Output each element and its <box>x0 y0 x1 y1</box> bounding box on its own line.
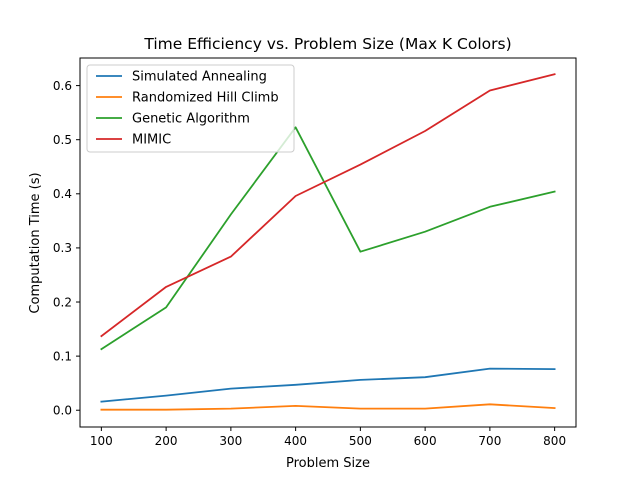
series-line-1 <box>100 403 556 411</box>
legend: Simulated Annealing Randomized Hill Climb… <box>86 64 295 153</box>
x-tick-label: 800 <box>543 434 566 448</box>
plot-area <box>100 73 556 411</box>
series-line-3 <box>100 73 556 338</box>
y-tick-label: 0.4 <box>53 187 72 201</box>
legend-label-0: Simulated Annealing <box>132 70 267 85</box>
y-axis-label: Computation Time (s) <box>28 172 43 313</box>
x-tick-label: 500 <box>349 434 372 448</box>
x-tick-label: 700 <box>478 434 501 448</box>
legend-label-2: Genetic Algorithm <box>132 112 250 127</box>
series-line-0 <box>100 367 556 403</box>
y-tick-label: 0.5 <box>53 133 72 147</box>
x-tick-label: 100 <box>90 434 113 448</box>
legend-label-1: Randomized Hill Climb <box>132 91 279 106</box>
x-axis-label: Problem Size <box>286 456 370 471</box>
series-line-2 <box>100 126 556 351</box>
x-tick-label: 300 <box>219 434 242 448</box>
x-tick-label: 600 <box>414 434 437 448</box>
legend-label-3: MIMIC <box>132 133 171 148</box>
legend-box <box>86 64 295 153</box>
axes-frame <box>79 57 577 428</box>
y-tick-label: 0.1 <box>53 349 72 363</box>
y-tick-label: 0.0 <box>53 404 72 418</box>
axes: 100 200 300 400 500 600 700 800 0.0 0.1 0.2 0.3 0.4 0… <box>53 57 577 448</box>
y-tick-label: 0.2 <box>53 295 72 309</box>
y-tick-label: 0.3 <box>53 241 72 255</box>
x-tick-label: 400 <box>284 434 307 448</box>
chart-title: Time Efficiency vs. Problem Size (Max K … <box>143 35 511 53</box>
x-tick-label: 200 <box>155 434 178 448</box>
y-tick-label: 0.6 <box>53 79 72 93</box>
